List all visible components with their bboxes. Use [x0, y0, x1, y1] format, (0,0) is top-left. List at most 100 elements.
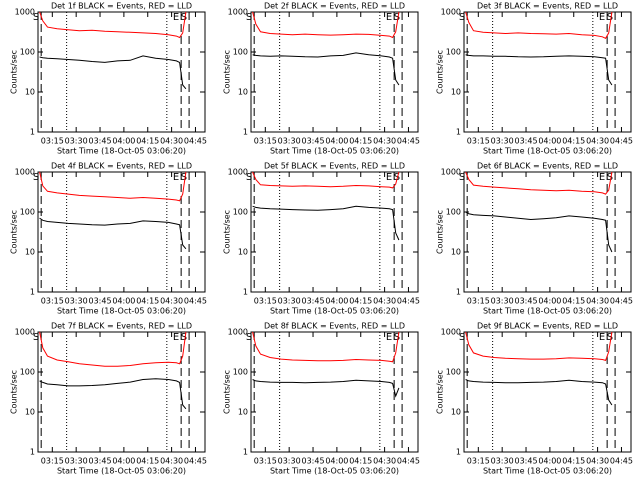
x-tick-label: 03:45 — [88, 297, 111, 306]
plot-frame — [463, 331, 632, 453]
marker-label: S — [607, 12, 613, 23]
x-tick-label: 04:30 — [160, 457, 183, 466]
x-tick-label: 04:30 — [586, 297, 609, 306]
chart-title: Det 2f BLACK = Events, RED = LLD — [264, 2, 405, 11]
marker-label: E — [173, 332, 179, 343]
y-tick-label: 1000 — [228, 8, 248, 17]
marker-label: S — [459, 12, 465, 23]
y-tick-label: 1 — [243, 448, 248, 457]
x-tick-label: 04:00 — [112, 457, 135, 466]
marker-label: S — [394, 12, 400, 23]
y-axis-label: Counts/sec — [436, 210, 445, 254]
x-tick-label: 03:45 — [301, 297, 324, 306]
y-tick-label: 1000 — [228, 168, 248, 177]
y-axis-label: Counts/sec — [436, 50, 445, 94]
series-line — [39, 378, 187, 410]
x-tick-label: 04:45 — [610, 137, 633, 146]
marker-label: S — [246, 332, 252, 343]
x-tick-label: 04:45 — [610, 297, 633, 306]
x-axis-label: Start Time (18-Oct-05 03:06:20) — [57, 147, 186, 156]
series-line — [465, 54, 613, 86]
x-tick-label: 04:00 — [538, 457, 561, 466]
chart-title: Det 4f BLACK = Events, RED = LLD — [51, 162, 192, 171]
x-tick-label: 03:15 — [254, 457, 277, 466]
marker-label: S — [394, 172, 400, 183]
x-tick-label: 04:00 — [538, 297, 561, 306]
plot-frame — [37, 11, 206, 133]
x-tick-label: 04:30 — [373, 457, 396, 466]
plot-frame — [37, 171, 206, 293]
y-tick-label: 10 — [25, 88, 35, 97]
x-tick-label: 04:00 — [538, 137, 561, 146]
x-tick-label: 04:30 — [373, 297, 396, 306]
x-tick-label: 04:45 — [397, 137, 420, 146]
y-tick-label: 10 — [238, 88, 248, 97]
y-axis-label: Counts/sec — [223, 370, 232, 414]
y-tick-label: 10 — [451, 248, 461, 257]
x-tick-label: 04:15 — [562, 457, 585, 466]
x-tick-label: 03:45 — [88, 457, 111, 466]
y-tick-label: 1000 — [441, 328, 461, 337]
marker-label: S — [607, 172, 613, 183]
marker-label: E — [386, 332, 392, 343]
series-line — [39, 217, 187, 250]
x-tick-label: 03:30 — [491, 297, 514, 306]
x-axis-label: Start Time (18-Oct-05 03:06:20) — [270, 307, 399, 316]
x-tick-label: 03:30 — [65, 297, 88, 306]
y-tick-label: 1 — [243, 288, 248, 297]
x-tick-label: 04:45 — [184, 137, 207, 146]
x-tick-label: 03:45 — [514, 297, 537, 306]
series-line — [465, 11, 613, 39]
y-tick-label: 1 — [30, 288, 35, 297]
y-axis-label: Counts/sec — [10, 210, 19, 254]
y-tick-label: 100 — [233, 208, 248, 217]
marker-label: S — [459, 172, 465, 183]
y-tick-label: 10 — [451, 88, 461, 97]
x-tick-label: 04:15 — [562, 297, 585, 306]
y-tick-label: 1 — [30, 448, 35, 457]
x-axis-label: Start Time (18-Oct-05 03:06:20) — [483, 307, 612, 316]
marker-label: S — [33, 172, 39, 183]
x-tick-label: 03:30 — [491, 457, 514, 466]
marker-label: E — [173, 12, 179, 23]
series-line — [39, 171, 187, 202]
x-tick-label: 03:45 — [514, 457, 537, 466]
marker-label: E — [599, 12, 605, 23]
series-line — [252, 379, 400, 398]
x-tick-label: 03:30 — [278, 137, 301, 146]
marker-label: E — [599, 332, 605, 343]
series-line — [465, 171, 613, 195]
series-line — [252, 331, 400, 363]
y-tick-label: 1000 — [15, 8, 35, 17]
x-tick-label: 04:15 — [136, 137, 159, 146]
y-tick-label: 10 — [25, 408, 35, 417]
y-tick-label: 100 — [233, 48, 248, 57]
y-tick-label: 1000 — [441, 168, 461, 177]
chart-title: Det 9f BLACK = Events, RED = LLD — [477, 322, 618, 331]
x-tick-label: 04:15 — [136, 297, 159, 306]
y-tick-label: 100 — [446, 368, 461, 377]
x-tick-label: 04:30 — [160, 137, 183, 146]
series-line — [39, 55, 187, 90]
series-line — [252, 205, 400, 241]
y-tick-label: 100 — [20, 48, 35, 57]
x-tick-label: 04:30 — [160, 297, 183, 306]
y-axis-label: Counts/sec — [223, 50, 232, 94]
series-line — [252, 171, 400, 189]
marker-label: S — [181, 12, 187, 23]
marker-label: E — [386, 172, 392, 183]
y-tick-label: 1000 — [15, 168, 35, 177]
x-tick-label: 04:45 — [610, 457, 633, 466]
y-tick-label: 10 — [238, 248, 248, 257]
marker-label: E — [173, 172, 179, 183]
x-tick-label: 03:15 — [254, 297, 277, 306]
x-axis-label: Start Time (18-Oct-05 03:06:20) — [270, 147, 399, 156]
x-tick-label: 04:00 — [325, 297, 348, 306]
x-tick-label: 03:15 — [254, 137, 277, 146]
marker-label: S — [181, 332, 187, 343]
x-tick-label: 04:15 — [349, 457, 372, 466]
marker-label: S — [246, 172, 252, 183]
y-axis-label: Counts/sec — [10, 370, 19, 414]
y-axis-label: Counts/sec — [223, 210, 232, 254]
plot-frame — [250, 331, 419, 453]
